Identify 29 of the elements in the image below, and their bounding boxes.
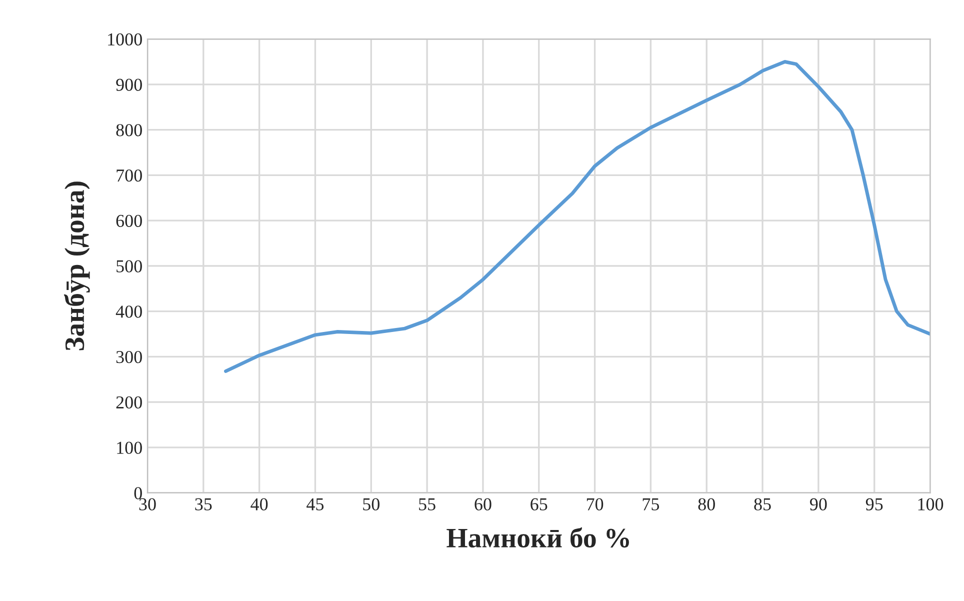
x-tick-label: 70 bbox=[586, 498, 604, 510]
y-tick-label: 0 bbox=[134, 487, 142, 500]
y-tick-label: 800 bbox=[116, 124, 142, 136]
x-tick-label: 80 bbox=[698, 498, 715, 510]
x-tick-label: 95 bbox=[866, 498, 883, 510]
y-tick-label: 400 bbox=[116, 306, 142, 318]
line-series bbox=[224, 60, 930, 373]
x-tick-label: 45 bbox=[306, 498, 324, 510]
x-tick-label: 60 bbox=[474, 498, 492, 510]
x-tick-label: 75 bbox=[642, 498, 660, 510]
x-tick-label: 85 bbox=[754, 498, 771, 510]
y-tick-label: 500 bbox=[116, 260, 142, 272]
y-axis-title: Занбӯр (дона) bbox=[64, 182, 90, 350]
y-tick-label: 600 bbox=[116, 214, 142, 228]
y-tick-label: 900 bbox=[116, 78, 142, 91]
x-tick-label: 55 bbox=[419, 498, 436, 510]
x-tick-label: 30 bbox=[139, 498, 156, 510]
y-tick-label: 700 bbox=[116, 169, 142, 182]
x-axis-title: Намнокӣ бо % bbox=[446, 527, 629, 548]
x-tick-label: 65 bbox=[530, 498, 548, 510]
x-tick-label: 35 bbox=[195, 498, 212, 510]
x-tick-label: 40 bbox=[250, 498, 268, 510]
y-tick-label: 300 bbox=[116, 350, 142, 364]
y-tick-label: 200 bbox=[116, 396, 142, 409]
y-tick-label: 1000 bbox=[108, 33, 142, 46]
x-tick-label: 50 bbox=[363, 498, 380, 510]
y-tick-label: 100 bbox=[117, 442, 142, 454]
x-tick-label: 90 bbox=[810, 498, 827, 510]
x-tick-label: 100 bbox=[918, 498, 944, 510]
